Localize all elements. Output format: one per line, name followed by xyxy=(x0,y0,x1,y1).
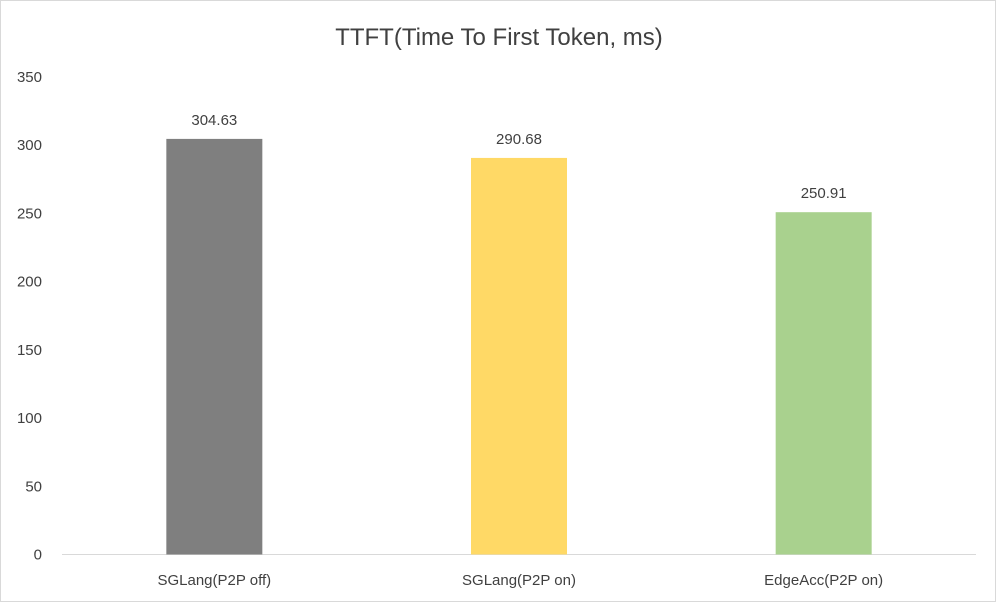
bar xyxy=(775,212,872,555)
data-label: 304.63 xyxy=(191,112,237,129)
bar xyxy=(471,157,567,555)
bar-series xyxy=(166,138,872,555)
y-tick-label: 100 xyxy=(17,410,42,427)
x-axis: SGLang(P2P off) SGLang(P2P on) EdgeAcc(P2P… xyxy=(157,572,883,589)
bar xyxy=(166,138,263,555)
y-tick-label: 50 xyxy=(25,478,42,495)
y-axis: 0 50 100 150 200 250 300 350 xyxy=(17,69,42,564)
y-tick-label: 0 xyxy=(34,547,42,564)
chart-title: TTFT(Time To First Token, ms) xyxy=(335,24,663,51)
data-label: 290.68 xyxy=(496,131,542,148)
data-label: 250.91 xyxy=(801,185,847,202)
data-labels: 304.63 290.68 250.91 xyxy=(191,112,846,202)
x-tick-label: EdgeAcc(P2P on) xyxy=(764,572,883,589)
y-tick-label: 300 xyxy=(17,137,42,154)
y-tick-label: 350 xyxy=(17,69,42,86)
y-tick-label: 200 xyxy=(17,274,42,291)
y-tick-label: 250 xyxy=(17,205,42,222)
x-tick-label: SGLang(P2P on) xyxy=(462,572,576,589)
y-tick-label: 150 xyxy=(17,342,42,359)
x-tick-label: SGLang(P2P off) xyxy=(157,572,271,589)
